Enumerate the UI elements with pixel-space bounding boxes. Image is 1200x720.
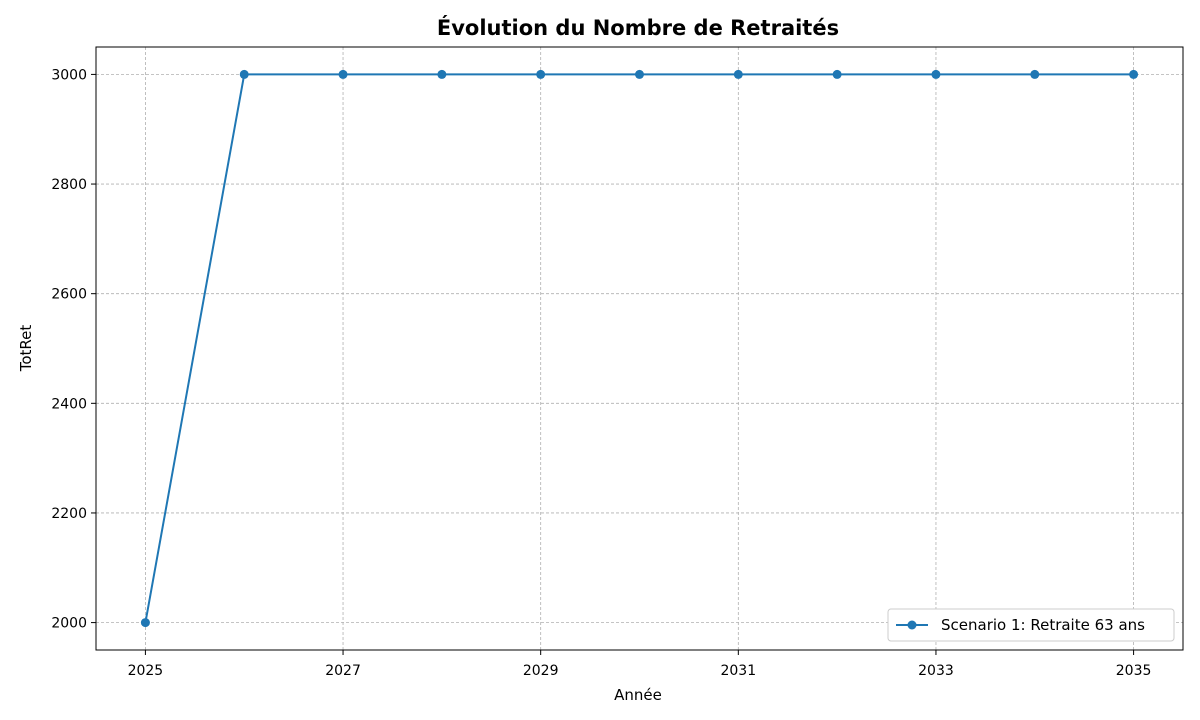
x-tick-label: 2033 xyxy=(918,663,954,679)
y-axis-label: TotRet xyxy=(17,325,35,373)
data-point xyxy=(338,69,348,79)
legend-marker-swatch xyxy=(907,620,917,630)
x-tick-label: 2027 xyxy=(325,663,361,679)
data-point xyxy=(635,69,644,79)
x-tick-label: 2029 xyxy=(523,663,559,679)
data-point xyxy=(1030,69,1040,79)
x-axis-label: Année xyxy=(614,686,662,704)
y-tick-label: 3000 xyxy=(51,67,87,83)
y-tick-label: 2000 xyxy=(51,616,87,632)
x-tick-label: 2035 xyxy=(1116,663,1152,679)
plot-frame xyxy=(95,46,1184,651)
data-point xyxy=(931,69,941,79)
data-point xyxy=(536,69,546,79)
chart-title: Évolution du Nombre de Retraités xyxy=(437,15,839,40)
y-tick-label: 2600 xyxy=(51,287,87,303)
series-layer xyxy=(140,69,1139,628)
x-tick-label: 2025 xyxy=(128,663,164,679)
axis-ticks: 2025 2027 2029 2031 2033 2035 2000 2200 2400 2600… xyxy=(51,67,1151,679)
data-point xyxy=(1129,69,1139,79)
y-tick-label: 2800 xyxy=(51,177,87,193)
y-tick-label: 2400 xyxy=(51,396,87,412)
x-tick-label: 2031 xyxy=(720,663,756,679)
legend-box xyxy=(887,608,1175,642)
legend: Scenario 1: Retraite 63 ans xyxy=(887,608,1175,642)
y-tick-label: 2200 xyxy=(51,506,87,522)
data-point xyxy=(733,69,743,79)
data-point xyxy=(140,618,150,628)
data-point xyxy=(437,69,447,79)
data-point xyxy=(239,69,249,79)
data-point xyxy=(832,69,842,79)
legend-label: Scenario 1: Retraite 63 ans xyxy=(941,616,1145,634)
